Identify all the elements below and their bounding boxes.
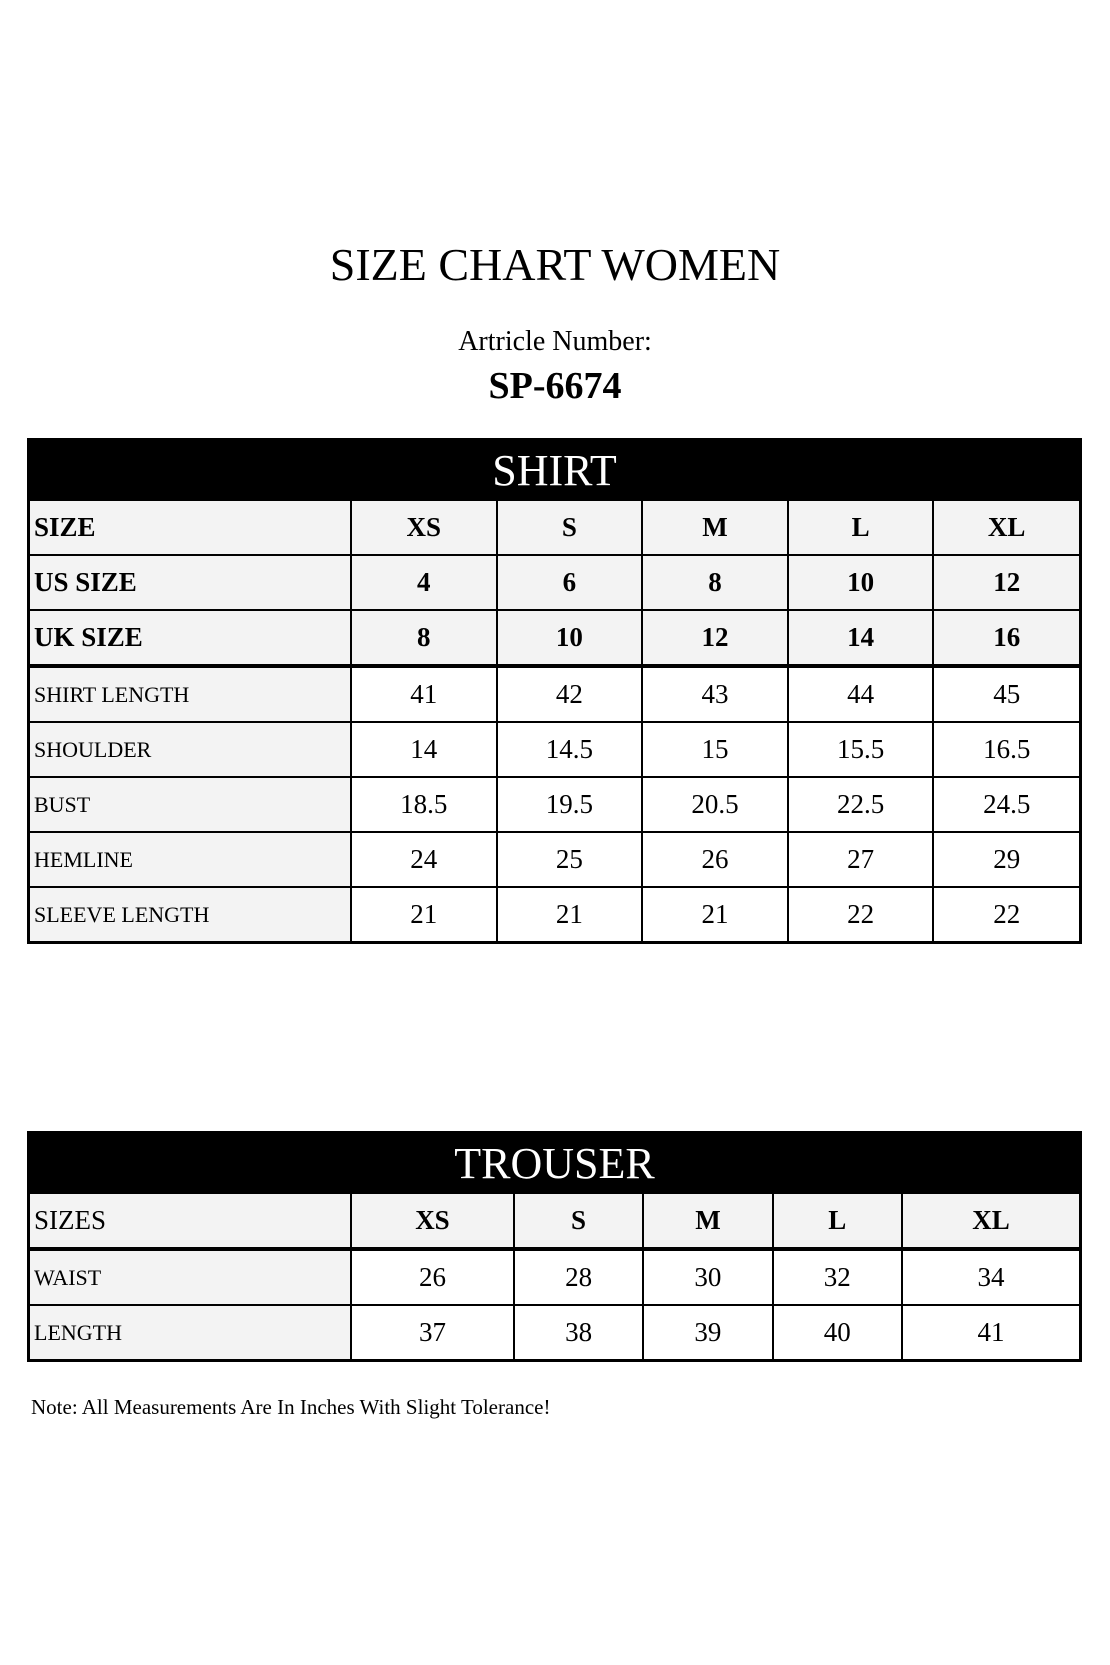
row-header-label: SIZE [27,499,352,556]
table-row: SHIRT LENGTH 41 42 43 44 45 [27,665,1082,723]
measurement-value: 28 [512,1248,645,1306]
measurement-value: 21 [641,886,789,944]
measurement-label: HEMLINE [27,831,352,888]
size-column-header: M [641,499,789,556]
measurement-value: 26 [641,831,789,888]
measurement-value: 18.5 [350,776,498,833]
measurement-label: UK SIZE [27,609,352,668]
measurement-label: WAIST [27,1248,352,1306]
measurement-value: 27 [786,831,935,888]
measurement-value: 16 [932,609,1082,668]
measurement-value: 6 [495,554,644,611]
measurement-value: 8 [350,609,498,668]
trouser-size-table: TROUSER SIZES XS S M L XL WAIST 26 28 30 32 34 LENGTH… [27,1131,1082,1362]
page-title: SIZE CHART WOMEN [329,239,781,290]
table-row: BUST 18.5 19.5 20.5 22.5 24.5 [27,776,1082,833]
size-column-header: S [512,1192,645,1251]
measurement-value: 37 [350,1304,515,1362]
measurement-value: 15.5 [786,721,935,778]
measurement-value: 41 [900,1304,1082,1362]
trouser-heading: TROUSER [27,1131,1082,1194]
article-number: SP-6674 [488,365,622,407]
measurement-value: 22.5 [786,776,935,833]
table-row: SLEEVE LENGTH 21 21 21 22 22 [27,886,1082,944]
table-row: HEMLINE 24 25 26 27 29 [27,831,1082,888]
size-column-header: XS [350,1192,515,1251]
size-column-header: M [642,1192,774,1251]
column-header-row: SIZES XS S M L XL [27,1192,1082,1251]
measurement-value: 24 [350,831,498,888]
size-column-header: XS [350,499,498,556]
measurement-value: 41 [350,665,498,723]
table-row: LENGTH 37 38 39 40 41 [27,1304,1082,1362]
shirt-heading: SHIRT [27,438,1082,501]
measurement-value: 43 [641,665,789,723]
measurement-value: 24.5 [932,776,1082,833]
measurement-value: 14.5 [495,721,644,778]
measurement-value: 19.5 [495,776,644,833]
measurement-value: 20.5 [641,776,789,833]
size-column-header: S [495,499,644,556]
measurement-value: 34 [900,1248,1082,1306]
measurement-value: 39 [642,1304,774,1362]
table-row: WAIST 26 28 30 32 34 [27,1248,1082,1306]
article-label: Artricle Number: [458,326,652,357]
size-column-header: L [771,1192,903,1251]
measurement-value: 22 [786,886,935,944]
measurement-label: LENGTH [27,1304,352,1362]
column-header-row: SIZE XS S M L XL [27,499,1082,556]
measurement-value: 26 [350,1248,515,1306]
measurement-value: 40 [771,1304,903,1362]
size-column-header: L [786,499,935,556]
measurement-value: 29 [932,831,1082,888]
measurement-value: 45 [932,665,1082,723]
measurement-label: SHIRT LENGTH [27,665,352,723]
measurement-value: 14 [350,721,498,778]
measurement-label: US SIZE [27,554,352,611]
measurement-value: 15 [641,721,789,778]
measurement-value: 30 [642,1248,774,1306]
measurement-value: 4 [350,554,498,611]
measurement-value: 32 [771,1248,903,1306]
measurement-value: 12 [932,554,1082,611]
measurement-value: 21 [350,886,498,944]
measurement-label: SLEEVE LENGTH [27,886,352,944]
table-row: SHOULDER 14 14.5 15 15.5 16.5 [27,721,1082,778]
table-row: UK SIZE 8 10 12 14 16 [27,609,1082,668]
measurement-value: 42 [495,665,644,723]
measurement-label: SHOULDER [27,721,352,778]
measurement-value: 38 [512,1304,645,1362]
measurement-value: 21 [495,886,644,944]
table-row: US SIZE 4 6 8 10 12 [27,554,1082,611]
shirt-size-table: SHIRT SIZE XS S M L XL US SIZE 4 6 8 10 12 UK SIZE 8 10… [27,438,1082,944]
measurement-value: 22 [932,886,1082,944]
measurement-note: Note: All Measurements Are In Inches Wit… [31,1395,551,1419]
measurement-value: 12 [641,609,789,668]
measurement-value: 8 [641,554,789,611]
row-header-label: SIZES [27,1192,352,1251]
measurement-value: 10 [786,554,935,611]
measurement-value: 44 [786,665,935,723]
measurement-value: 25 [495,831,644,888]
measurement-label: BUST [27,776,352,833]
size-column-header: XL [900,1192,1082,1251]
measurement-value: 10 [495,609,644,668]
size-column-header: XL [932,499,1082,556]
measurement-value: 16.5 [932,721,1082,778]
measurement-value: 14 [786,609,935,668]
